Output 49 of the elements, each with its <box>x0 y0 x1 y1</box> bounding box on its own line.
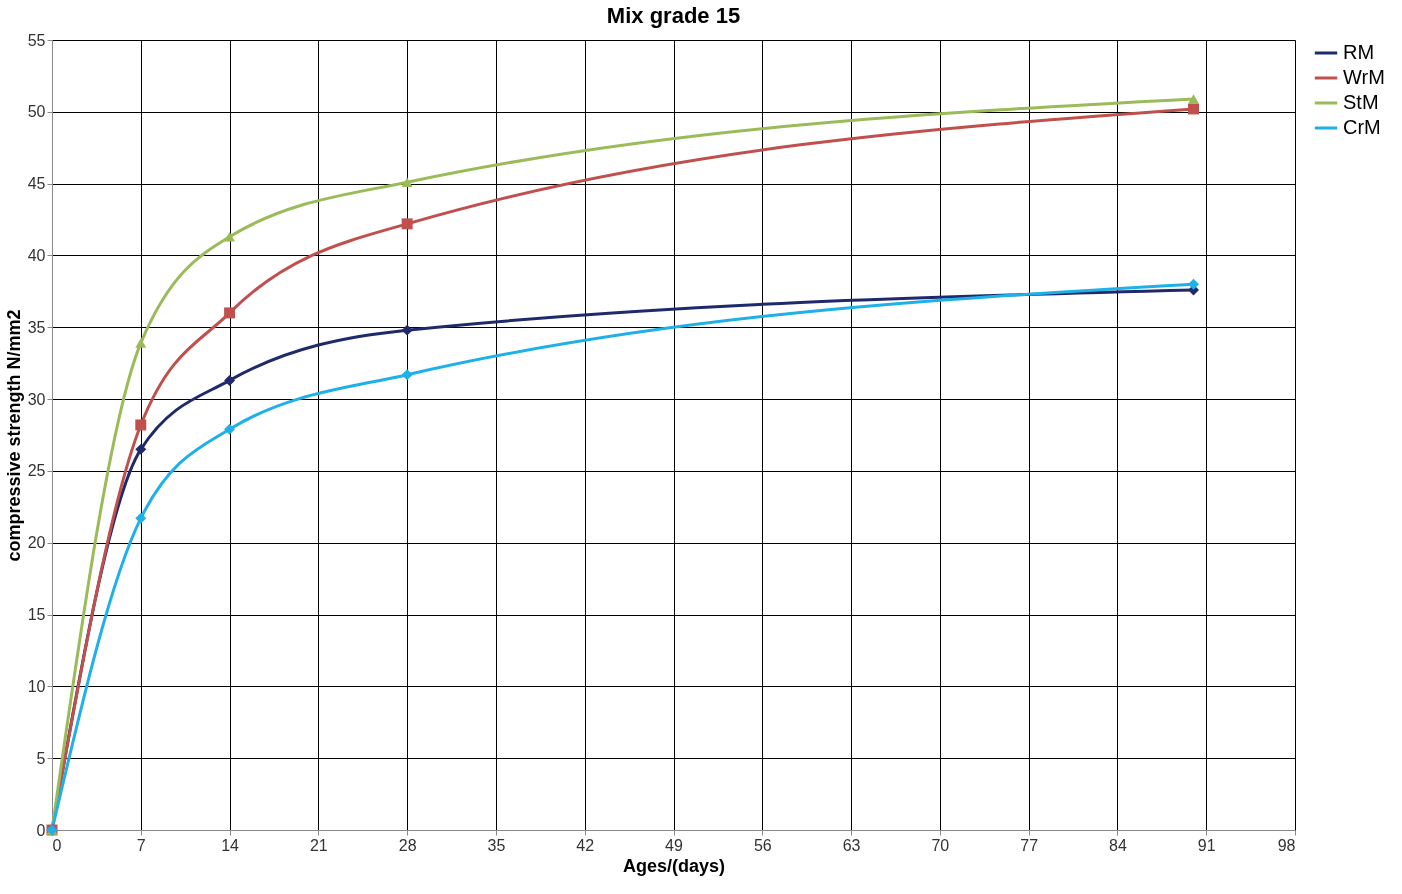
y-tick-label: 35 <box>27 318 46 336</box>
point <box>401 369 413 381</box>
y-axis-title: compressive strength N/mm2 <box>3 309 24 562</box>
point <box>135 338 147 348</box>
y-tick-label: 45 <box>27 175 46 193</box>
point <box>135 419 147 431</box>
point <box>224 374 236 386</box>
legend-label: CrM <box>1343 116 1381 138</box>
y-tick-label: 25 <box>27 462 46 480</box>
x-tick-label: 14 <box>221 836 240 854</box>
legend-label: RM <box>1343 41 1375 63</box>
x-tick-label: 84 <box>1109 836 1127 854</box>
legend-label: StM <box>1343 91 1379 113</box>
y-tick-label: 50 <box>27 103 46 121</box>
x-tick-label: 28 <box>398 836 417 854</box>
y-tick-label: 30 <box>27 390 46 408</box>
x-tick-label: 91 <box>1197 836 1216 854</box>
x-tick-label: 0 <box>52 836 62 854</box>
y-tick-label: 0 <box>36 821 46 839</box>
y-tick-label: 40 <box>27 246 46 264</box>
point <box>135 512 147 524</box>
point <box>224 423 236 435</box>
point <box>401 324 413 336</box>
y-tick-label: 55 <box>27 31 46 49</box>
point <box>1188 103 1200 115</box>
point <box>135 443 147 455</box>
y-tick-label: 10 <box>27 677 46 695</box>
x-tick-label: 98 <box>1277 836 1296 854</box>
x-tick-label: 7 <box>136 836 146 854</box>
point <box>401 177 413 187</box>
x-axis-title: Ages/(days) <box>622 855 726 876</box>
point <box>224 307 236 319</box>
x-tick-label: 49 <box>665 836 683 854</box>
point <box>224 232 236 242</box>
y-tick-label: 20 <box>27 534 46 552</box>
x-tick-label: 70 <box>931 836 950 854</box>
x-tick-label: 42 <box>576 836 595 854</box>
x-tick-label: 56 <box>753 836 772 854</box>
point <box>401 218 413 230</box>
chart-title: Mix grade 15 <box>606 3 741 28</box>
x-tick-label: 77 <box>1020 836 1039 854</box>
point <box>1188 278 1200 290</box>
y-tick-label: 15 <box>27 606 46 624</box>
point <box>1188 94 1200 104</box>
x-tick-label: 35 <box>487 836 506 854</box>
x-tick-label: 63 <box>842 836 861 854</box>
y-tick-label: 5 <box>36 749 46 767</box>
x-tick-label: 21 <box>309 836 328 854</box>
legend-label: WrM <box>1343 66 1385 88</box>
